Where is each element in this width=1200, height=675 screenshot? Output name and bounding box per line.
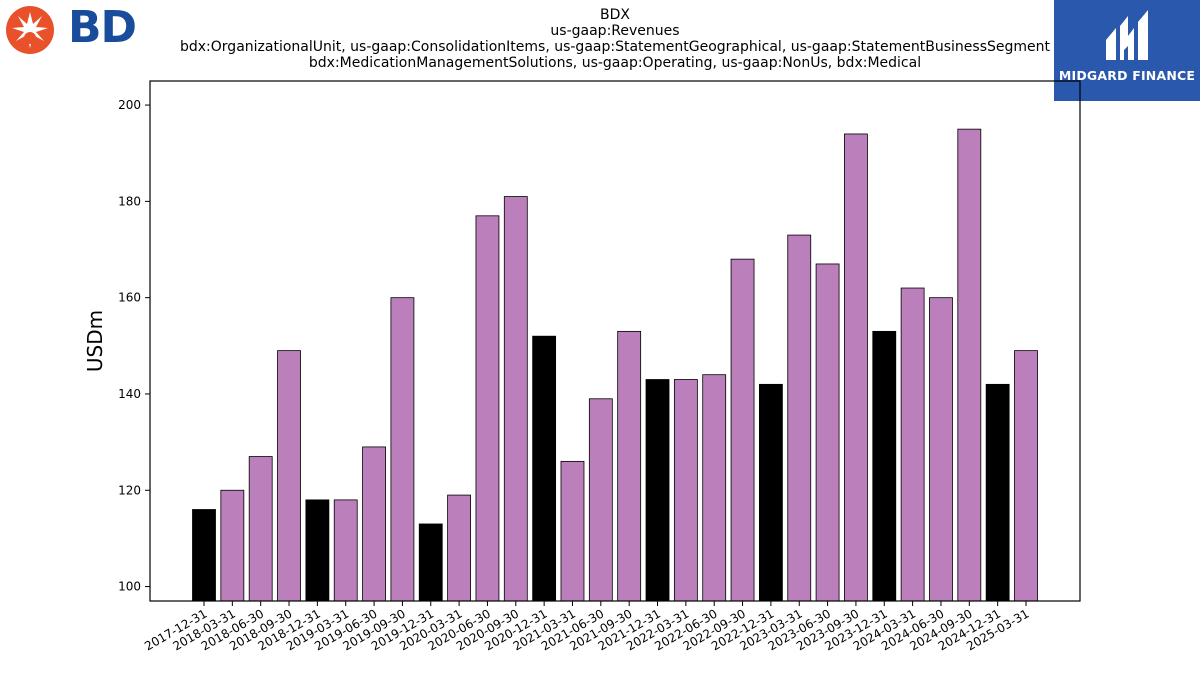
bar-2020-12-31 bbox=[532, 335, 557, 602]
bar-2024-06-30 bbox=[929, 297, 953, 602]
bar-2021-06-30 bbox=[588, 398, 613, 602]
bar-2024-03-31 bbox=[900, 287, 925, 602]
y-tick-label-180: 180 bbox=[118, 194, 141, 208]
y-axis-label: USDm bbox=[83, 310, 107, 372]
bd-logo-text: BD bbox=[68, 2, 137, 53]
chart-subtitle-metric: us-gaap:Revenues bbox=[550, 23, 680, 39]
bar-2025-03-31 bbox=[1014, 350, 1038, 602]
bar-2019-06-30 bbox=[362, 446, 386, 602]
bar-2020-09-30 bbox=[503, 196, 528, 602]
bar-2018-12-31 bbox=[305, 499, 330, 602]
bar-2018-06-30 bbox=[248, 456, 273, 602]
bar-2021-12-31 bbox=[645, 379, 670, 602]
bar-2021-03-31 bbox=[560, 460, 585, 602]
y-tick-label-120: 120 bbox=[118, 483, 141, 497]
y-tick-label-100: 100 bbox=[118, 580, 141, 594]
bar-2024-09-30 bbox=[957, 128, 982, 602]
bar-2017-12-31 bbox=[192, 509, 216, 602]
bar-2018-03-31 bbox=[220, 489, 245, 602]
plot-frame bbox=[149, 80, 1081, 602]
bar-2023-09-30 bbox=[844, 133, 868, 602]
bar-2019-03-31 bbox=[333, 499, 358, 602]
bar-2019-09-30 bbox=[390, 297, 415, 602]
chart-title: BDX bbox=[600, 7, 630, 23]
bar-2023-06-30 bbox=[815, 263, 840, 602]
bar-2021-09-30 bbox=[617, 330, 642, 602]
bar-2022-09-30 bbox=[730, 258, 755, 602]
y-tick-label-140: 140 bbox=[118, 387, 141, 401]
midgard-finance-watermark: MIDGARD FINANCE bbox=[1054, 0, 1200, 101]
chart-subtitle-dimensions: bdx:OrganizationalUnit, us-gaap:Consolid… bbox=[180, 39, 1050, 55]
bar-2019-12-31 bbox=[418, 523, 443, 602]
chart-subtitle-members: bdx:MedicationManagementSolutions, us-ga… bbox=[308, 55, 922, 71]
y-tick-label-200: 200 bbox=[118, 98, 141, 112]
bar-2020-03-31 bbox=[447, 494, 472, 602]
bar-2023-12-31 bbox=[872, 330, 897, 602]
bar-2018-09-30 bbox=[277, 350, 301, 602]
bd-starburst-icon bbox=[6, 6, 54, 54]
bar-2024-12-31 bbox=[985, 383, 1010, 602]
y-tick-label-160: 160 bbox=[118, 291, 141, 305]
bar-2022-12-31 bbox=[758, 383, 783, 602]
bar-2022-06-30 bbox=[702, 374, 727, 602]
bar-2022-03-31 bbox=[673, 379, 698, 602]
midgard-finance-text: MIDGARD FINANCE bbox=[1058, 68, 1196, 83]
bar-2023-03-31 bbox=[787, 234, 812, 602]
bar-2020-06-30 bbox=[475, 215, 500, 602]
midgard-logo-icon bbox=[1106, 10, 1148, 60]
bd-logo: BD bbox=[4, 2, 139, 56]
